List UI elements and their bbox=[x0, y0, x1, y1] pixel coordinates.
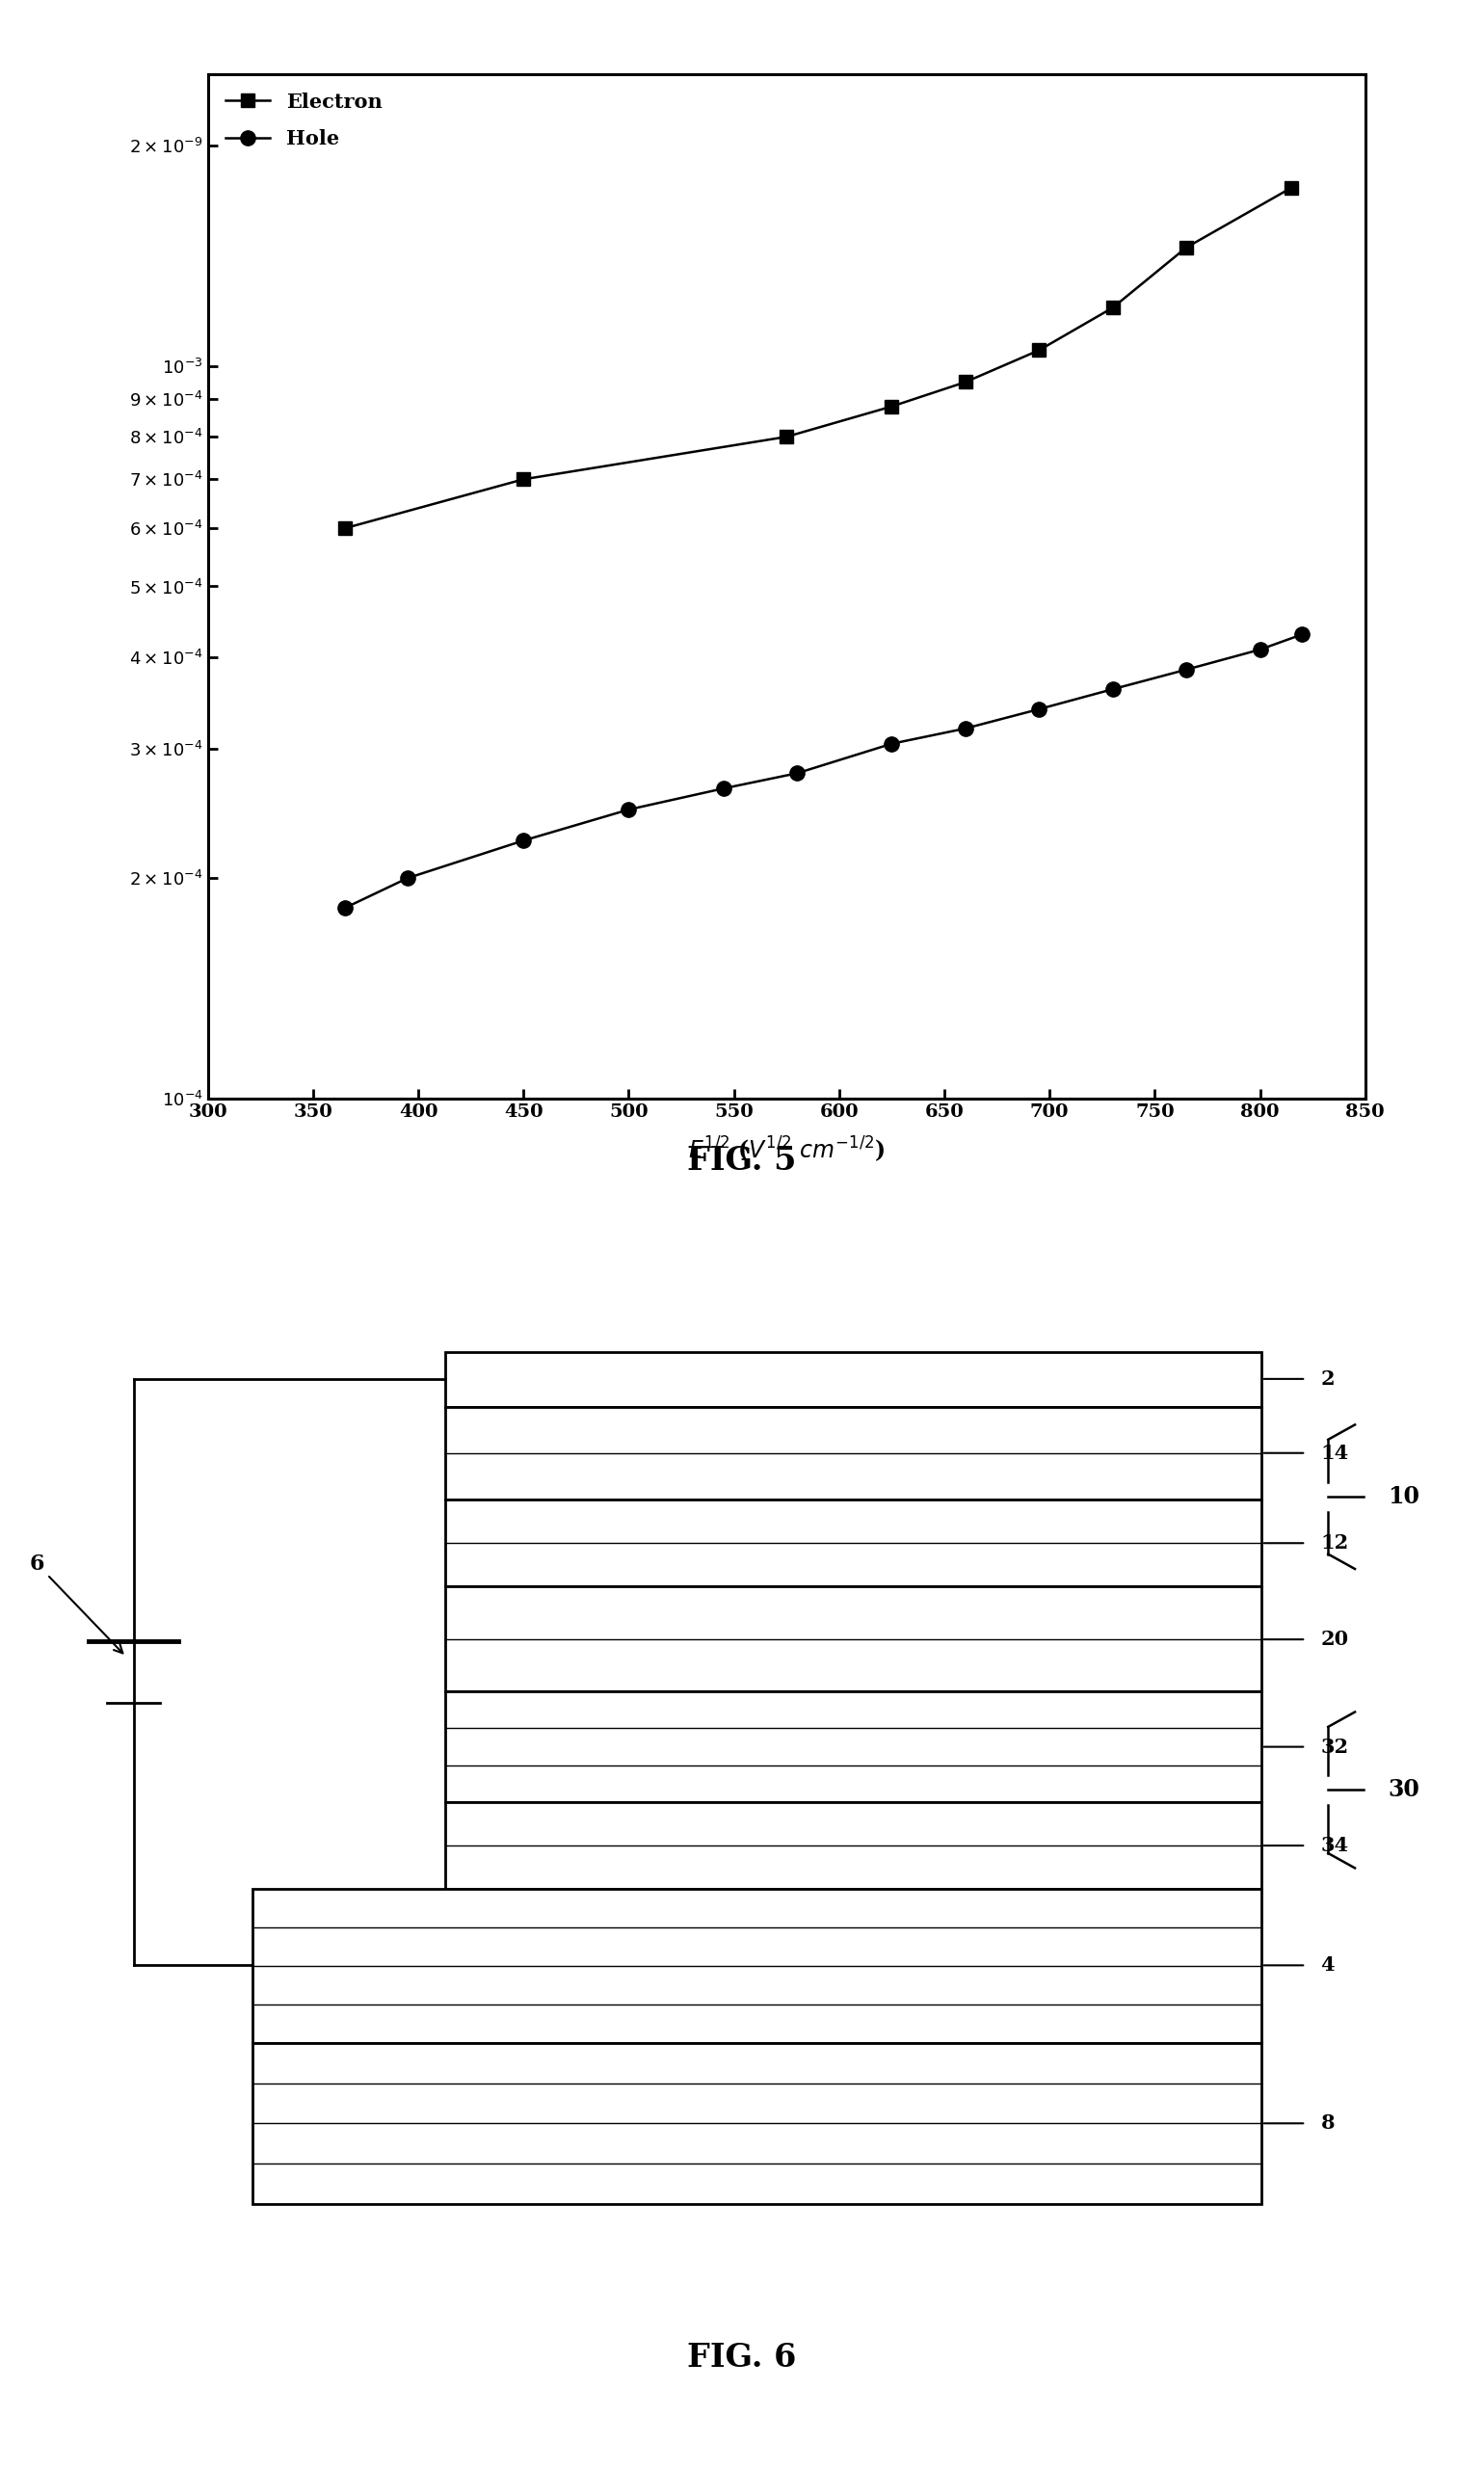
Text: 4: 4 bbox=[1321, 1955, 1334, 1975]
Legend: Electron, Hole: Electron, Hole bbox=[218, 84, 390, 158]
Text: 2: 2 bbox=[1321, 1370, 1334, 1388]
Text: 32: 32 bbox=[1321, 1738, 1349, 1755]
Text: 20: 20 bbox=[1321, 1630, 1349, 1649]
Text: 12: 12 bbox=[1321, 1533, 1349, 1553]
Text: 6: 6 bbox=[30, 1553, 123, 1654]
Bar bbox=[252, 2044, 1261, 2205]
Bar bbox=[252, 1889, 1261, 2044]
Text: 30: 30 bbox=[1388, 1778, 1419, 1802]
Bar bbox=[445, 1407, 1261, 1499]
Text: 10: 10 bbox=[1388, 1486, 1419, 1509]
Text: 8: 8 bbox=[1321, 2113, 1334, 2133]
Bar bbox=[445, 1691, 1261, 1802]
Bar bbox=[445, 1585, 1261, 1691]
Text: FIG. 5: FIG. 5 bbox=[687, 1146, 797, 1175]
Text: FIG. 6: FIG. 6 bbox=[687, 2343, 797, 2373]
X-axis label: $E^{1/2}$ ($V^{1/2}$ $cm^{-1/2}$): $E^{1/2}$ ($V^{1/2}$ $cm^{-1/2}$) bbox=[689, 1133, 884, 1163]
Bar bbox=[445, 1802, 1261, 1889]
Text: 34: 34 bbox=[1321, 1837, 1349, 1854]
Bar bbox=[445, 1353, 1261, 1407]
Text: 14: 14 bbox=[1321, 1444, 1349, 1462]
Bar bbox=[445, 1499, 1261, 1585]
